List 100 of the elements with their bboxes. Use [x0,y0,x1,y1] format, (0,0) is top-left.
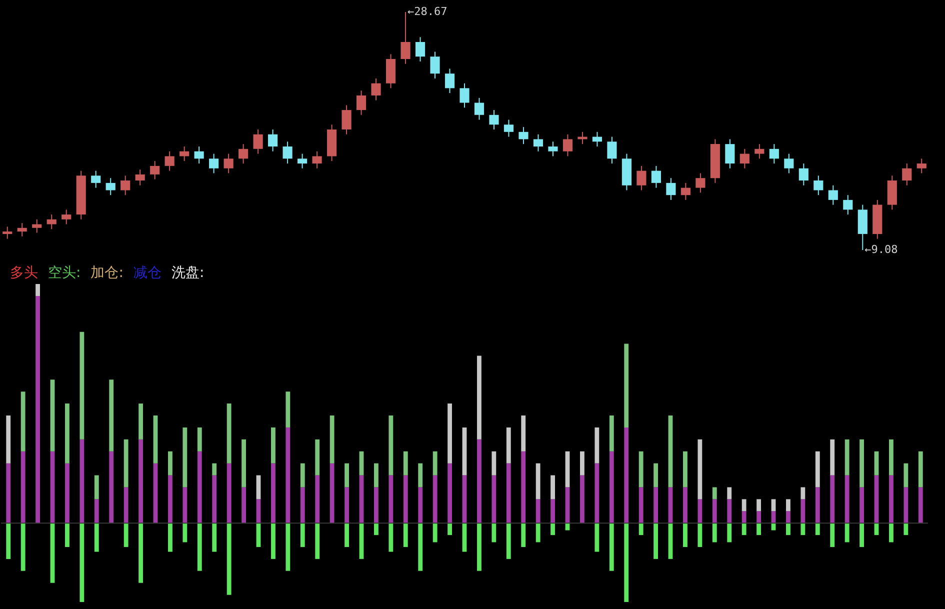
candlestick [696,172,706,194]
bar [698,439,702,500]
bar [315,439,320,476]
bar [918,451,923,488]
candlestick [371,78,381,101]
bar [860,523,864,548]
bar [109,380,114,452]
bar [815,487,820,524]
bar [756,523,761,536]
bar [286,523,290,571]
bar [271,523,276,559]
bar [344,523,349,548]
bar [506,427,511,464]
candlestick [636,165,646,191]
bar [300,487,305,524]
bar [182,523,188,542]
bar [800,499,806,524]
bar [212,475,217,524]
candlestick [474,97,484,120]
bar [830,475,835,524]
bar [168,451,172,476]
bar [756,511,761,524]
bar [388,416,394,476]
bar [462,523,467,552]
bar [800,523,806,536]
bar [477,523,482,571]
candlestick [592,131,602,147]
bar [492,523,496,542]
bar [844,439,850,476]
candlestick [62,209,72,225]
bar [109,451,114,524]
bar [359,523,364,559]
candlestick [238,144,248,164]
bar [889,475,894,524]
candlestick [828,184,838,206]
bar [844,475,850,524]
candlestick [666,178,676,200]
bar [448,404,452,464]
candlestick [607,136,617,164]
bar [594,463,600,524]
annotation: ←28.67 [408,5,448,18]
candlestick [843,194,853,216]
bar [271,463,276,524]
bar [418,523,423,571]
candlestick [415,36,426,62]
candlestick [253,128,263,154]
bar [242,439,246,488]
candlestick [356,90,366,116]
bar [654,523,658,559]
text: 多头 [10,265,38,281]
candlestick [209,153,219,174]
bar [712,487,717,500]
candlestick [91,170,101,188]
candlestick [533,134,544,152]
bar [242,487,246,524]
text: 洗盘: [171,265,204,281]
bar [6,463,11,524]
bar [50,380,55,452]
bar [359,451,364,476]
bar [668,416,673,488]
bar [80,523,84,602]
bar [124,439,128,488]
candlestick [680,182,690,200]
bar [168,475,172,524]
candlestick [902,163,912,186]
bar [550,499,555,524]
bar [536,523,540,542]
candlestick [740,148,750,169]
bar [668,487,673,524]
bar [580,451,584,476]
bar [432,451,438,476]
bar [448,463,452,524]
bar [492,475,496,524]
bar [6,416,11,464]
bar [374,463,378,488]
bar [800,487,806,500]
bar [65,463,70,524]
bar [638,523,644,536]
bar [330,463,334,524]
bar [374,523,378,536]
bar [521,416,526,452]
bar [388,475,394,524]
bar [609,451,614,524]
bar [565,487,570,524]
bar [315,523,320,559]
bar [448,523,452,536]
bar [889,523,894,542]
candlestick [106,178,116,196]
bar [80,332,84,440]
candlestick [120,175,130,196]
bar [727,487,732,500]
bar [654,463,658,488]
bar [20,451,26,524]
bar [212,523,217,552]
bar [698,499,702,524]
candlestick [312,150,322,169]
annotation: ←9.08 [864,243,898,256]
bar [742,511,746,524]
bar [521,523,526,548]
bar [654,487,658,524]
